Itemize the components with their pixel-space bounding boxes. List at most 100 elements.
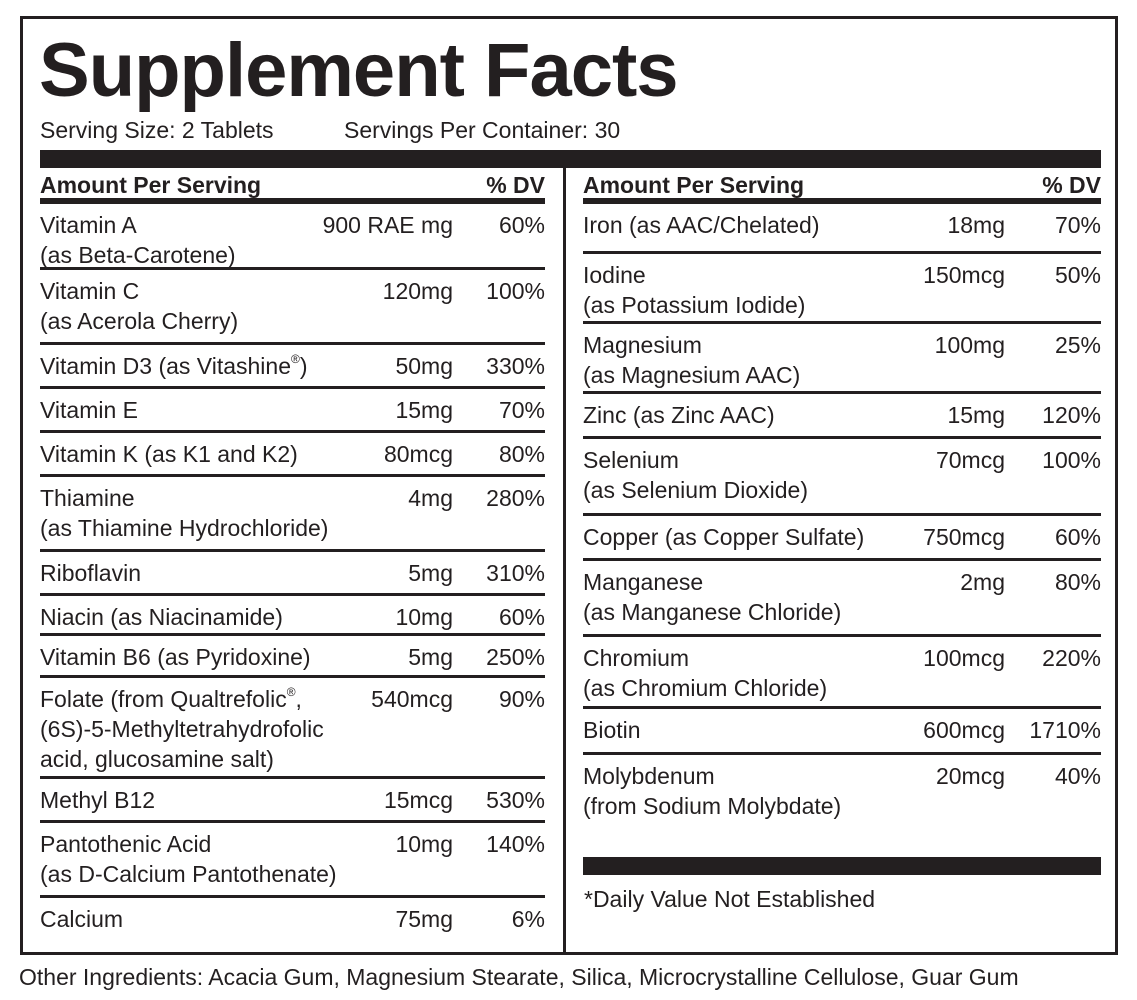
nutrient-amount: 5mg — [408, 644, 453, 670]
nutrient-dv: 25% — [1054, 332, 1101, 358]
other-ingredients: Other Ingredients: Acacia Gum, Magnesium… — [19, 964, 1019, 990]
nutrient-source: (from Sodium Molybdate) — [583, 793, 842, 819]
nutrient-name: Iron (as AAC/Chelated) — [583, 212, 820, 238]
nutrient-name: Manganese (as Manganese Chloride) — [583, 569, 842, 625]
right-nutrient-column: Amount Per Serving % DV Iron (as AAC/Che… — [583, 168, 1101, 830]
nutrient-amount: 100mg — [934, 332, 1005, 358]
nutrient-name: Thiamine (as Thiamine Hydrochloride) — [40, 485, 329, 541]
amount-per-serving-label: Amount Per Serving — [583, 172, 805, 198]
nutrient-dv: 330% — [486, 353, 545, 379]
nutrient-amount: 75mg — [395, 906, 453, 932]
nutrient-source: (as Selenium Dioxide) — [583, 477, 808, 503]
nutrient-row: Riboflavin 5mg 310% — [40, 552, 545, 596]
nutrient-row: Iron (as AAC/Chelated) 18mg 70% — [583, 204, 1101, 254]
nutrient-dv: 40% — [1054, 763, 1101, 789]
nutrient-row: Selenium (as Selenium Dioxide) 70mcg 100% — [583, 439, 1101, 516]
registered-mark: ® — [286, 685, 296, 699]
footnote: *Daily Value Not Established — [584, 886, 876, 912]
nutrient-dv: 80% — [498, 441, 545, 467]
nutrient-row: Chromium (as Chromium Chloride) 100mcg 220% — [583, 637, 1101, 709]
nutrient-amount: 50mg — [395, 353, 453, 379]
nutrient-dv: 140% — [486, 831, 545, 857]
nutrient-name: Pantothenic Acid (as D-Calcium Pantothena… — [40, 831, 337, 887]
nutrient-dv: 70% — [1054, 212, 1101, 238]
nutrient-row: Molybdenum (from Sodium Molybdate) 20mcg 40… — [583, 755, 1101, 830]
nutrient-amount: 20mcg — [935, 763, 1005, 789]
nutrient-dv: 80% — [1054, 569, 1101, 595]
nutrient-name: Vitamin C (as Acerola Cherry) — [40, 278, 239, 334]
nutrient-amount: 10mg — [395, 604, 453, 630]
nutrient-amount: 120mg — [382, 278, 453, 304]
nutrient-row: Vitamin C (as Acerola Cherry) 120mg 100% — [40, 270, 545, 345]
nutrient-dv: 120% — [1042, 402, 1101, 428]
nutrient-amount: 5mg — [408, 560, 453, 586]
nutrient-amount: 15mg — [947, 402, 1005, 428]
nutrient-row: Thiamine (as Thiamine Hydrochloride) 4mg 28… — [40, 477, 545, 552]
nutrient-name: Magnesium (as Magnesium AAC) — [583, 332, 801, 388]
nutrient-dv: 530% — [486, 787, 545, 813]
nutrient-amount: 18mg — [947, 212, 1005, 238]
nutrient-name: Vitamin B6 (as Pyridoxine) — [40, 644, 311, 670]
nutrient-dv: 220% — [1042, 645, 1101, 671]
nutrient-dv: 90% — [498, 686, 545, 712]
nutrient-name: Zinc (as Zinc AAC) — [583, 402, 775, 428]
nutrient-name: Vitamin A (as Beta-Carotene) — [40, 212, 236, 268]
nutrient-amount: 80mcg — [383, 441, 453, 467]
nutrient-name: Riboflavin — [40, 560, 141, 586]
nutrient-row: Folate (from Qualtrefolic®, (6S)-5-Methyl… — [40, 678, 545, 779]
nutrient-amount: 900 RAE mg — [322, 212, 453, 238]
nutrient-source: (as D-Calcium Pantothenate) — [40, 861, 337, 887]
servings-per-container: Servings Per Container: 30 — [344, 117, 621, 143]
column-divider — [563, 168, 566, 955]
nutrient-source: (as Chromium Chloride) — [583, 675, 828, 701]
nutrient-source: (as Acerola Cherry) — [40, 308, 239, 334]
nutrient-dv: 6% — [511, 906, 545, 932]
nutrient-amount: 15mg — [395, 397, 453, 423]
nutrient-source: acid, glucosamine salt) — [40, 746, 274, 772]
nutrient-amount: 2mg — [960, 569, 1005, 595]
nutrient-amount: 70mcg — [935, 447, 1005, 473]
nutrient-amount: 150mcg — [923, 262, 1005, 288]
nutrient-row: Vitamin B6 (as Pyridoxine) 5mg 250% — [40, 636, 545, 678]
nutrient-name: Folate (from Qualtrefolic®, (6S)-5-Methyl… — [40, 685, 324, 772]
nutrient-dv: 250% — [486, 644, 545, 670]
nutrient-name: Vitamin K (as K1 and K2) — [40, 441, 298, 467]
nutrient-row: Pantothenic Acid (as D-Calcium Pantothena… — [40, 823, 545, 898]
nutrient-dv: 310% — [486, 560, 545, 586]
nutrient-row: Vitamin K (as K1 and K2) 80mcg 80% — [40, 433, 545, 477]
left-column-header: Amount Per Serving % DV — [40, 168, 545, 204]
nutrient-row: Iodine (as Potassium Iodide) 150mcg 50% — [583, 254, 1101, 324]
nutrient-amount: 15mcg — [383, 787, 453, 813]
nutrient-row: Zinc (as Zinc AAC) 15mg 120% — [583, 394, 1101, 439]
nutrient-dv: 280% — [486, 485, 545, 511]
nutrient-row: Vitamin D3 (as Vitashine®) 50mg 330% — [40, 345, 545, 389]
nutrient-row: Copper (as Copper Sulfate) 750mcg 60% — [583, 516, 1101, 561]
nutrient-amount: 540mcg — [371, 686, 453, 712]
nutrient-amount: 4mg — [408, 485, 453, 511]
top-divider-bar — [40, 150, 1101, 168]
nutrient-amount: 100mcg — [923, 645, 1005, 671]
page-title: Supplement Facts — [39, 28, 679, 113]
nutrient-name: Vitamin E — [40, 397, 139, 423]
amount-per-serving-label: Amount Per Serving — [40, 172, 262, 198]
nutrient-name: Methyl B12 — [40, 787, 156, 813]
right-column-header: Amount Per Serving % DV — [583, 168, 1101, 204]
nutrient-name: Chromium (as Chromium Chloride) — [583, 645, 828, 701]
supplement-facts-panel: Supplement Facts Serving Size: 2 Tablets… — [20, 16, 1118, 955]
nutrient-row: Biotin 600mcg 1710% — [583, 709, 1101, 755]
nutrient-dv: 100% — [1042, 447, 1101, 473]
nutrient-source: (as Thiamine Hydrochloride) — [40, 515, 329, 541]
nutrient-name: Vitamin D3 (as Vitashine®) — [40, 352, 308, 379]
nutrient-name: Copper (as Copper Sulfate) — [583, 524, 865, 550]
bottom-divider-bar — [583, 857, 1101, 875]
left-nutrient-column: Amount Per Serving % DV Vitamin A (as Bet… — [40, 168, 545, 942]
serving-size: Serving Size: 2 Tablets — [40, 117, 274, 143]
nutrient-dv: 60% — [498, 604, 545, 630]
nutrient-row: Niacin (as Niacinamide) 10mg 60% — [40, 596, 545, 636]
nutrient-source: (as Beta-Carotene) — [40, 242, 236, 268]
nutrient-name: Iodine (as Potassium Iodide) — [583, 262, 806, 318]
nutrient-dv: 100% — [486, 278, 545, 304]
nutrient-source: (6S)-5-Methyltetrahydrofolic — [40, 716, 324, 742]
nutrient-name: Niacin (as Niacinamide) — [40, 604, 283, 630]
nutrient-name: Selenium (as Selenium Dioxide) — [583, 447, 808, 503]
